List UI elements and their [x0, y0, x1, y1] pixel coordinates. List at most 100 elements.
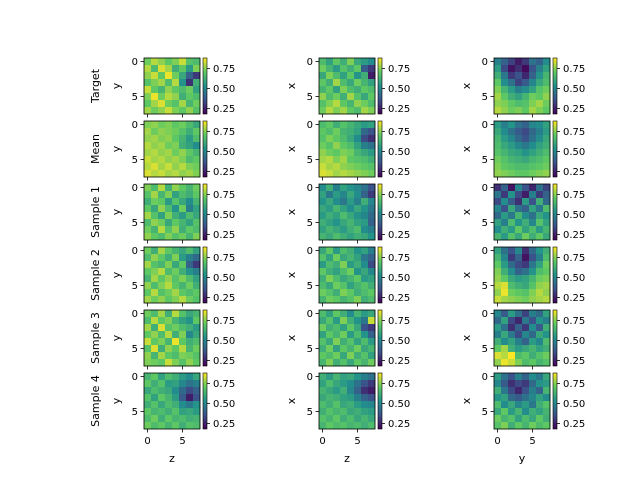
colorbar-tick-label: 0.75 — [388, 127, 410, 138]
heatmap-cell — [151, 58, 159, 66]
heatmap-cell — [501, 65, 509, 73]
heatmap-cell — [193, 380, 201, 388]
colorbar-tick-label: 0.75 — [563, 127, 585, 138]
heatmap-cell — [522, 142, 530, 150]
heatmap-cell — [151, 275, 159, 283]
heatmap-cell — [347, 135, 355, 143]
heatmap-cell — [193, 72, 201, 80]
heatmap-cell — [186, 198, 194, 206]
heatmap-cell — [319, 184, 327, 192]
heatmap-cell — [340, 345, 348, 353]
x-tick-label: 5 — [179, 436, 185, 447]
y-tick-label: 0 — [132, 57, 138, 68]
colorbar-tick-label: 0.25 — [563, 104, 585, 115]
heatmap-cell — [494, 331, 502, 339]
heatmap-cell — [193, 128, 201, 136]
heatmap-cell — [172, 331, 180, 339]
heatmap-cell — [144, 317, 152, 325]
y-axis-label: x — [285, 145, 298, 152]
x-axis-label: y — [519, 452, 526, 465]
heatmap-cell — [158, 156, 166, 164]
heatmap-cell — [186, 394, 194, 402]
heatmap-cell — [354, 191, 362, 199]
heatmap-cell — [333, 205, 341, 213]
heatmap-cell — [151, 317, 159, 325]
heatmap-cell — [151, 184, 159, 192]
heatmap-cell — [347, 226, 355, 234]
heatmap-cell — [508, 128, 516, 136]
heatmap-cell — [319, 310, 327, 318]
heatmap-cell — [494, 149, 502, 157]
heatmap-cell — [536, 296, 544, 304]
heatmap-cell — [522, 233, 530, 241]
heatmap-cell — [361, 415, 369, 423]
heatmap-cell — [361, 142, 369, 150]
heatmap-cell — [158, 408, 166, 416]
heatmap-cell — [347, 422, 355, 430]
heatmap-cell — [361, 387, 369, 395]
heatmap-cell — [179, 100, 187, 108]
heatmap-cell — [347, 219, 355, 227]
y-tick-label: 0 — [482, 120, 488, 131]
heatmap-cell — [515, 170, 523, 178]
heatmap-cell — [536, 359, 544, 367]
heatmap-cell — [326, 394, 334, 402]
heatmap-cell — [501, 408, 509, 416]
heatmap-cell — [522, 149, 530, 157]
heatmap-frame — [493, 57, 551, 115]
heatmap-cell — [319, 198, 327, 206]
heatmap-cell — [347, 408, 355, 416]
heatmap-cell — [151, 324, 159, 332]
heatmap-cell — [326, 268, 334, 276]
heatmap-cell — [536, 338, 544, 346]
heatmap-cell — [333, 65, 341, 73]
heatmap-cell — [179, 149, 187, 157]
heatmap-cell — [193, 233, 201, 241]
heatmap-cell — [501, 107, 509, 115]
heatmap-cell — [543, 324, 551, 332]
heatmap-cell — [529, 107, 537, 115]
heatmap-cell — [179, 198, 187, 206]
heatmap-cell — [319, 212, 327, 220]
colorbar-tick-label: 0.25 — [388, 104, 410, 115]
heatmap-cell — [529, 219, 537, 227]
heatmap-cell — [186, 408, 194, 416]
heatmap-cell — [515, 226, 523, 234]
heatmap-cell — [368, 324, 376, 332]
colorbar-tick-label: 0.25 — [563, 356, 585, 367]
heatmap-cell — [361, 268, 369, 276]
heatmap-cell — [536, 170, 544, 178]
heatmap-cell — [172, 268, 180, 276]
heatmap-cell — [144, 401, 152, 409]
y-axis-label: x — [285, 397, 298, 404]
heatmap-cell — [494, 184, 502, 192]
heatmap-cell — [179, 156, 187, 164]
heatmap-cell — [333, 128, 341, 136]
y-tick-label: 5 — [307, 92, 313, 103]
heatmap-cell — [543, 184, 551, 192]
heatmap-cell — [333, 394, 341, 402]
heatmap-cell — [333, 142, 341, 150]
heatmap-cell — [193, 331, 201, 339]
heatmap-cell — [172, 233, 180, 241]
heatmap-cell — [361, 184, 369, 192]
heatmap-cell — [522, 373, 530, 381]
heatmap-cell — [529, 415, 537, 423]
heatmap-cell — [172, 212, 180, 220]
heatmap-cell — [144, 289, 152, 297]
heatmap-cell — [361, 100, 369, 108]
heatmap-cell — [179, 359, 187, 367]
heatmap-cell — [319, 289, 327, 297]
y-tick-label: 5 — [307, 407, 313, 418]
heatmap-cell — [151, 205, 159, 213]
heatmap-cell — [340, 107, 348, 115]
heatmap-cell — [543, 331, 551, 339]
colorbar-tick-label: 0.75 — [388, 379, 410, 390]
heatmap-cell — [529, 198, 537, 206]
heatmap-cell — [543, 135, 551, 143]
heatmap-cell — [354, 212, 362, 220]
heatmap-cell — [144, 86, 152, 94]
heatmap-cell — [319, 93, 327, 101]
colorbar-tick-label: 0.50 — [388, 84, 410, 95]
